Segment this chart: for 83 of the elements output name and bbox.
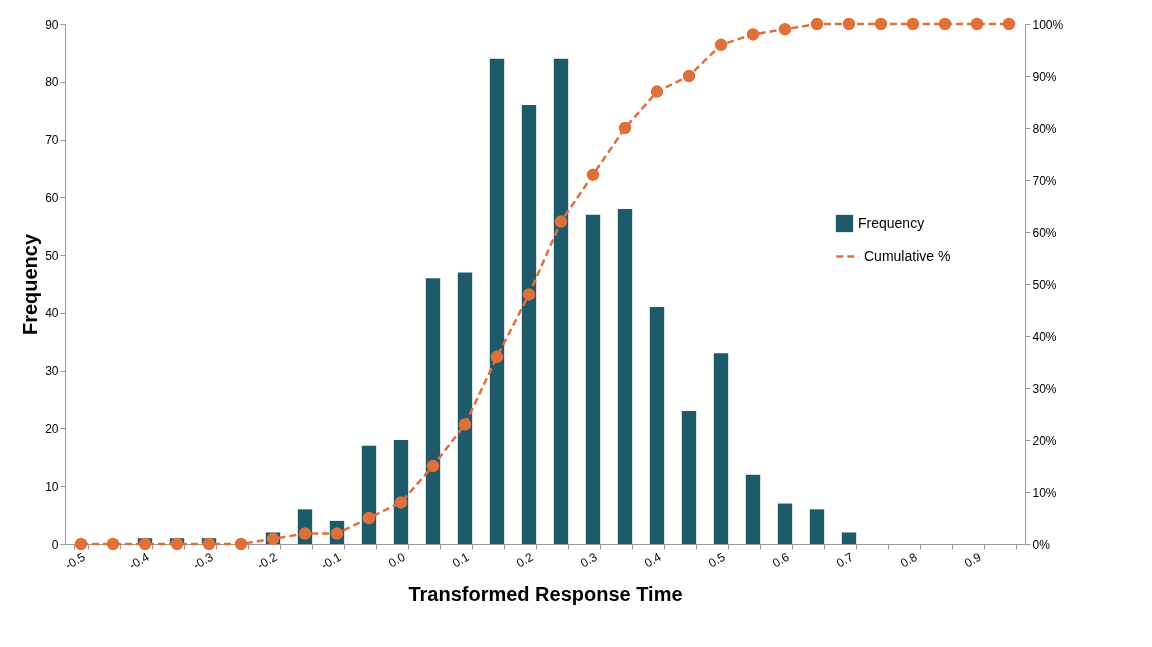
point xyxy=(810,17,824,31)
y2-tick-label: 40% xyxy=(1032,329,1057,344)
bar xyxy=(841,532,857,544)
x-tick-label: -0.3 xyxy=(190,549,216,573)
y-tick-label: 80 xyxy=(45,75,59,90)
point xyxy=(234,537,248,551)
point xyxy=(970,17,984,31)
y2-tick-label: 30% xyxy=(1032,381,1057,396)
y2-tick-label: 70% xyxy=(1032,173,1057,188)
point xyxy=(650,85,664,98)
point xyxy=(106,537,120,551)
bar xyxy=(777,503,793,544)
x-tick-label: -0.5 xyxy=(62,549,88,573)
y-tick-label: 70 xyxy=(45,133,59,148)
bar xyxy=(681,411,697,544)
point xyxy=(426,459,440,473)
point xyxy=(458,418,472,431)
y-axis-title: Frequency xyxy=(19,233,42,336)
point xyxy=(202,537,216,551)
point xyxy=(74,537,88,551)
bar xyxy=(361,445,377,544)
point xyxy=(394,496,408,509)
y-tick-label: 90 xyxy=(45,17,59,32)
point xyxy=(746,28,760,41)
bar xyxy=(745,474,761,544)
y-tick-label: 30 xyxy=(45,364,59,379)
bar xyxy=(489,58,505,544)
y2-tick-label: 90% xyxy=(1032,69,1057,84)
x-tick-label: 0.8 xyxy=(898,549,920,571)
x-tick-label: 0.4 xyxy=(642,549,664,571)
point xyxy=(778,22,792,36)
x-tick-label: -0.4 xyxy=(126,549,152,573)
point xyxy=(874,17,888,31)
legend-label: Cumulative % xyxy=(864,247,951,264)
x-axis-title: Transformed Response Time xyxy=(408,583,683,606)
x-tick-label: 0.9 xyxy=(962,549,984,571)
point xyxy=(1002,17,1016,31)
bar xyxy=(457,272,473,544)
point xyxy=(522,288,536,301)
bar xyxy=(649,307,665,544)
legend-label: Frequency xyxy=(858,214,925,231)
bar xyxy=(809,509,825,544)
y2-tick-label: 100% xyxy=(1032,17,1064,32)
point xyxy=(714,38,728,52)
y2-tick-label: 60% xyxy=(1032,225,1057,240)
x-tick-label: -0.1 xyxy=(318,549,344,573)
x-tick-label: 0.3 xyxy=(578,549,600,571)
y-tick-label: 10 xyxy=(45,479,59,494)
point xyxy=(618,121,632,135)
y2-tick-label: 20% xyxy=(1032,433,1057,448)
bar xyxy=(521,104,537,544)
point xyxy=(138,537,152,551)
x-tick-label: 0.6 xyxy=(770,549,792,571)
point xyxy=(906,17,920,31)
y2-tick-label: 0% xyxy=(1032,537,1051,552)
y-tick-label: 60 xyxy=(45,190,59,205)
x-tick-label: 0.1 xyxy=(450,549,472,571)
point xyxy=(586,168,600,182)
y2-tick-label: 10% xyxy=(1032,485,1057,500)
bar xyxy=(393,440,409,544)
point xyxy=(554,215,568,228)
point xyxy=(170,537,184,551)
x-tick-label: -0.2 xyxy=(254,549,280,573)
point xyxy=(682,69,696,83)
point xyxy=(362,511,376,525)
x-tick-label: 0.0 xyxy=(386,549,408,571)
y2-tick-label: 80% xyxy=(1032,121,1057,136)
point xyxy=(938,17,952,31)
point xyxy=(842,17,856,31)
bar xyxy=(713,353,729,544)
x-tick-label: 0.2 xyxy=(514,549,536,571)
bar xyxy=(425,278,441,544)
point xyxy=(490,350,504,364)
y-tick-label: 0 xyxy=(51,537,59,552)
y2-tick-label: 50% xyxy=(1032,277,1057,292)
x-tick-label: 0.5 xyxy=(706,549,728,571)
y-tick-label: 20 xyxy=(45,421,59,436)
bar xyxy=(553,58,569,544)
y-tick-label: 50 xyxy=(45,248,59,263)
bar xyxy=(617,208,633,544)
y-tick-label: 40 xyxy=(45,306,59,321)
x-tick-label: 0.7 xyxy=(834,549,856,571)
bar xyxy=(585,214,601,544)
